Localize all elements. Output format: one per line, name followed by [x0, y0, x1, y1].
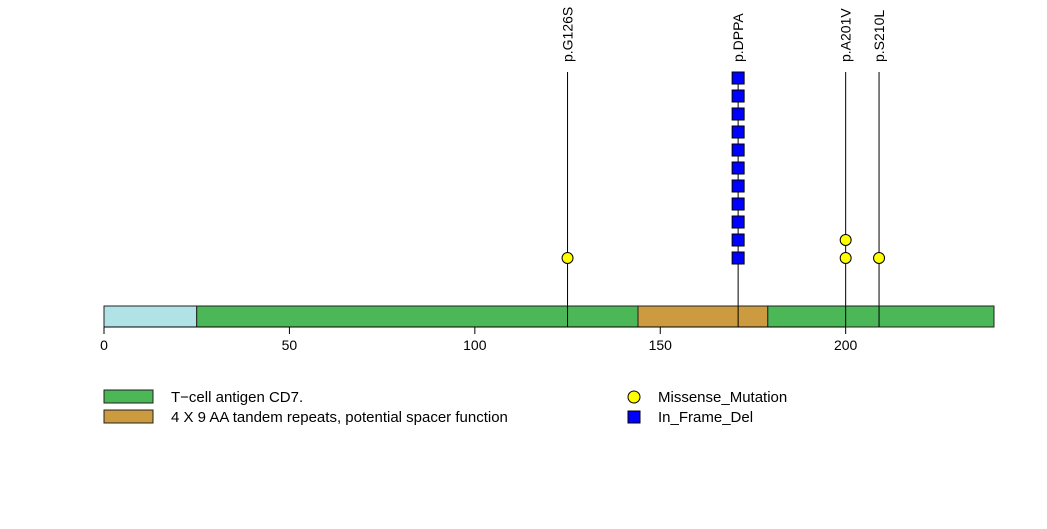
mutation-label: p.G126S: [560, 7, 576, 62]
legend-swatch: [103, 389, 154, 404]
in-frame-del-marker: [731, 179, 745, 193]
missense-marker: [839, 234, 852, 246]
missense-marker: [873, 252, 886, 264]
x-axis: 0 50 100 150 200: [100, 326, 858, 353]
mutation-markers: [561, 71, 886, 265]
protein-region: [103, 305, 198, 328]
legend: T−cell antigen CD7. 4 X 9 AA tandem repea…: [103, 389, 787, 426]
legend-in-frame-del-icon: [627, 410, 641, 424]
legend-missense-icon: [627, 390, 641, 404]
in-frame-del-marker: [731, 161, 745, 175]
mutation-labels: p.G126S p.DPPA p.A201V p.S210L: [560, 7, 888, 62]
in-frame-del-marker: [731, 89, 745, 103]
protein-region: [637, 305, 769, 328]
legend-label: T−cell antigen CD7.: [171, 389, 303, 406]
in-frame-del-marker: [731, 251, 745, 265]
mutation-label: p.S210L: [871, 10, 887, 62]
in-frame-del-marker: [731, 143, 745, 157]
mutation-label: p.DPPA: [730, 13, 746, 62]
mutation-label: p.A201V: [838, 8, 854, 62]
missense-marker: [839, 252, 852, 264]
protein-bar: [103, 305, 995, 328]
x-tick-label: 100: [463, 337, 487, 353]
x-tick-label: 50: [282, 337, 298, 353]
x-tick-label: 0: [100, 337, 108, 353]
missense-marker: [561, 252, 574, 264]
legend-swatch: [103, 409, 154, 424]
in-frame-del-marker: [731, 215, 745, 229]
protein-region: [196, 305, 639, 328]
x-tick-label: 200: [834, 337, 858, 353]
protein-region: [767, 305, 995, 328]
in-frame-del-marker: [731, 125, 745, 139]
in-frame-del-marker: [731, 107, 745, 121]
lollipop-stems: [567, 72, 880, 327]
legend-label: In_Frame_Del: [658, 409, 753, 426]
in-frame-del-marker: [731, 233, 745, 247]
in-frame-del-marker: [731, 71, 745, 85]
legend-label: Missense_Mutation: [658, 389, 787, 406]
in-frame-del-marker: [731, 197, 745, 211]
legend-label: 4 X 9 AA tandem repeats, potential space…: [171, 409, 508, 426]
x-tick-label: 150: [649, 337, 673, 353]
